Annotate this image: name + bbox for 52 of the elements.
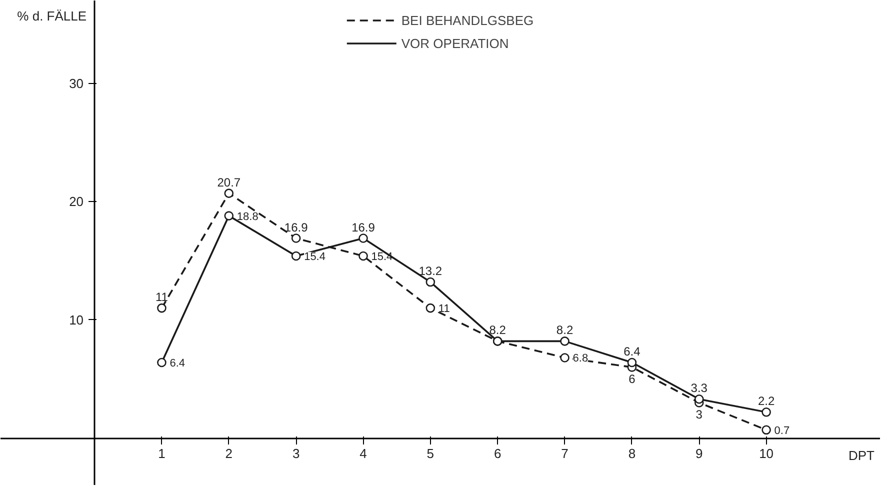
point bbox=[291, 251, 301, 261]
data-label: 16.9 bbox=[284, 220, 308, 234]
x-tick-label: 10 bbox=[759, 446, 774, 462]
point bbox=[694, 394, 704, 404]
data-label: 15.4 bbox=[304, 251, 326, 264]
data-label: 11 bbox=[155, 290, 168, 304]
y-axis-title: % d. FÄLLE bbox=[17, 8, 87, 24]
data-label: 6.4 bbox=[624, 344, 641, 358]
x-axis-title: DPT bbox=[848, 448, 875, 464]
data-label: 11 bbox=[438, 303, 450, 316]
x-tick-label: 1 bbox=[158, 446, 166, 462]
point bbox=[560, 353, 570, 362]
point bbox=[157, 303, 166, 313]
point bbox=[291, 234, 301, 243]
data-label: 0.7 bbox=[774, 424, 790, 437]
point bbox=[560, 336, 570, 346]
point bbox=[358, 251, 368, 261]
point bbox=[762, 408, 771, 417]
point bbox=[358, 234, 368, 243]
data-label: 20.7 bbox=[217, 175, 241, 190]
x-tick-label: 7 bbox=[561, 446, 568, 462]
point bbox=[426, 303, 436, 313]
point bbox=[157, 358, 166, 368]
y-tick-label: 20 bbox=[69, 194, 84, 210]
data-label: 8.2 bbox=[556, 323, 574, 338]
data-label: 3.3 bbox=[690, 381, 708, 396]
x-tick-label: 6 bbox=[494, 446, 502, 462]
x-tick-label: 2 bbox=[225, 446, 233, 462]
data-label: 3 bbox=[696, 408, 703, 422]
x-tick-label: 3 bbox=[292, 446, 300, 462]
data-label: 8.2 bbox=[489, 323, 506, 338]
y-tick-label: 10 bbox=[69, 312, 84, 328]
point bbox=[762, 425, 771, 435]
point bbox=[426, 277, 436, 287]
x-tick-label: 4 bbox=[360, 446, 367, 462]
data-label: 6.8 bbox=[572, 352, 588, 365]
x-tick-label: 5 bbox=[426, 446, 434, 462]
legend-label: BEI BEHANDLGSBEG bbox=[401, 12, 534, 28]
data-label: 13.2 bbox=[418, 264, 442, 278]
x-tick-label: 8 bbox=[628, 446, 636, 462]
data-label: 2.2 bbox=[758, 394, 775, 408]
point bbox=[224, 211, 234, 220]
data-label: 18.8 bbox=[236, 210, 258, 223]
y-tick-label: 30 bbox=[69, 76, 84, 91]
legend-label: VOR OPERATION bbox=[401, 36, 509, 50]
point bbox=[627, 358, 637, 368]
point bbox=[224, 188, 234, 198]
data-label: 6.4 bbox=[170, 357, 186, 370]
data-label: 15.4 bbox=[371, 251, 393, 264]
data-label: 16.9 bbox=[352, 220, 376, 234]
x-tick-label: 9 bbox=[696, 446, 703, 462]
data-label: 6 bbox=[628, 372, 636, 386]
